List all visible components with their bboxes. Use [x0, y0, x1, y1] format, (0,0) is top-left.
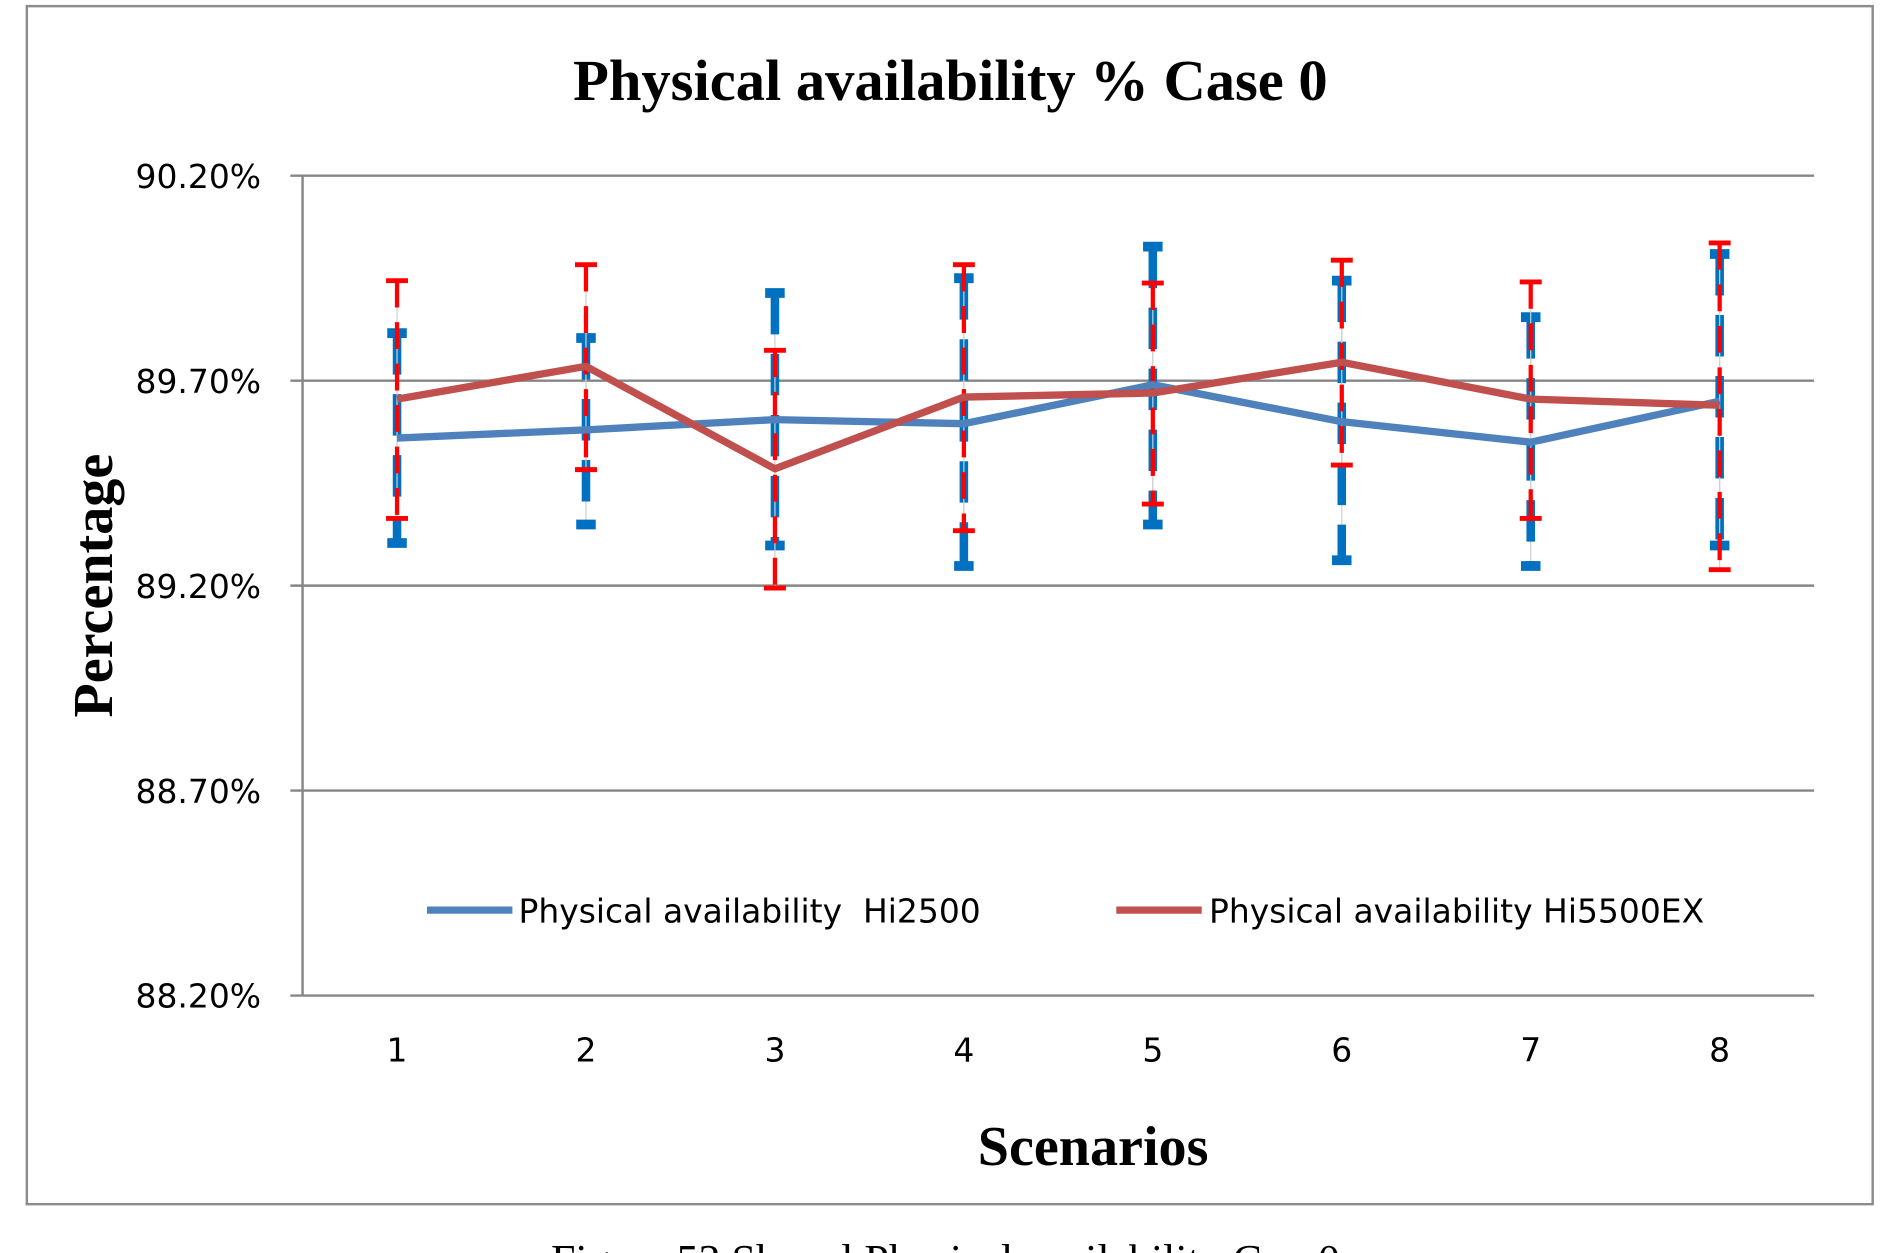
x-tick-label: 2 [575, 1030, 596, 1069]
chart-frame [25, 4, 1874, 1206]
y-tick-label: 90.20% [135, 157, 261, 196]
x-tick-label: 1 [387, 1030, 408, 1069]
y-tick-label: 89.70% [135, 362, 261, 401]
chart-title: Physical availability % Case 0 [573, 48, 1328, 113]
y-tick-label: 88.20% [135, 977, 261, 1016]
y-tick-label: 89.20% [135, 567, 261, 606]
x-tick-label: 5 [1142, 1030, 1163, 1069]
legend-label-hi2500: Physical availability Hi2500 [519, 891, 981, 930]
x-tick-label: 4 [953, 1030, 974, 1069]
x-axis-label: Scenarios [978, 1116, 1209, 1178]
legend: Physical availability Hi2500 Physical av… [427, 891, 1704, 930]
x-tick-label: 8 [1709, 1030, 1730, 1069]
x-tick-label: 7 [1520, 1030, 1541, 1069]
y-tick-label: 88.70% [135, 772, 261, 811]
legend-label-hi5500ex: Physical availability Hi5500EX [1209, 891, 1704, 930]
series-line-hi5500ex [396, 358, 1720, 473]
x-tick-label: 6 [1331, 1030, 1352, 1069]
x-tick-label: 3 [764, 1030, 785, 1069]
figure-caption: Figure 53 Shovel Physical availability C… [551, 1236, 1340, 1253]
series-line-hi2500 [396, 381, 1721, 446]
y-axis-label: Percentage [63, 454, 125, 718]
